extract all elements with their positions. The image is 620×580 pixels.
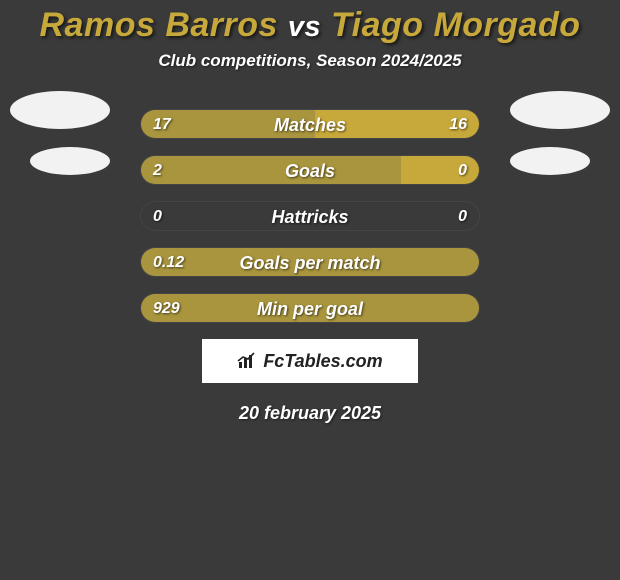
vs-text: vs [288, 11, 321, 43]
stat-value-right: 0 [458, 156, 467, 186]
stat-label: Hattricks [141, 202, 479, 232]
player2-name: Tiago Morgado [331, 6, 581, 44]
stat-row-goals: 2 Goals 0 [140, 155, 480, 185]
player1-avatar-row2 [30, 147, 110, 175]
stat-label: Goals [141, 156, 479, 186]
comparison-title: Ramos Barros vs Tiago Morgado [0, 0, 620, 45]
stat-label: Min per goal [141, 294, 479, 324]
stats-container: 17 Matches 16 2 Goals 0 0 Hattricks 0 0.… [0, 109, 620, 323]
bar-chart-icon [237, 352, 259, 370]
stat-value-right: 0 [458, 202, 467, 232]
player2-avatar-row2 [510, 147, 590, 175]
stat-row-hattricks: 0 Hattricks 0 [140, 201, 480, 231]
brand-inner: FcTables.com [237, 351, 382, 372]
stat-label: Matches [141, 110, 479, 140]
stat-label: Goals per match [141, 248, 479, 278]
player1-name: Ramos Barros [40, 6, 278, 44]
subtitle: Club competitions, Season 2024/2025 [0, 51, 620, 71]
date-text: 20 february 2025 [0, 403, 620, 424]
player2-avatar-row1 [510, 91, 610, 129]
brand-text: FcTables.com [263, 351, 382, 372]
player1-avatar-row1 [10, 91, 110, 129]
stat-row-min-per-goal: 929 Min per goal [140, 293, 480, 323]
brand-badge: FcTables.com [202, 339, 418, 383]
stat-value-right: 16 [449, 110, 467, 140]
stat-row-matches: 17 Matches 16 [140, 109, 480, 139]
stat-row-goals-per-match: 0.12 Goals per match [140, 247, 480, 277]
